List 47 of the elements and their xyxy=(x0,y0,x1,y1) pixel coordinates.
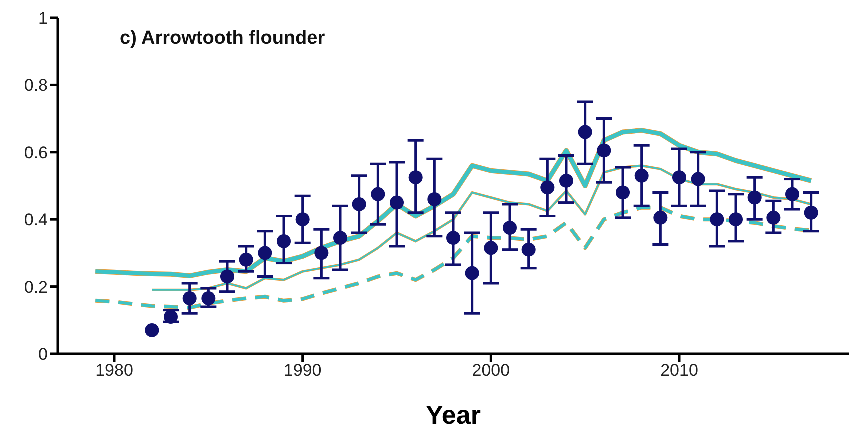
point xyxy=(578,125,592,140)
point xyxy=(503,221,517,235)
point xyxy=(334,231,348,246)
point xyxy=(804,206,818,220)
point xyxy=(202,292,216,306)
point xyxy=(710,212,724,227)
point xyxy=(446,231,460,246)
point xyxy=(428,192,442,206)
point xyxy=(484,241,498,256)
point xyxy=(522,242,536,257)
point xyxy=(314,246,329,260)
point xyxy=(654,210,668,225)
y-tick-label: 0.4 xyxy=(24,210,48,230)
point xyxy=(729,212,743,227)
y-tick-label: 0 xyxy=(38,345,48,364)
point xyxy=(766,210,781,225)
point xyxy=(616,186,630,200)
point xyxy=(258,246,272,260)
x-tick-label: 2010 xyxy=(660,361,698,380)
point xyxy=(786,187,800,202)
y-tick-label: 0.8 xyxy=(24,76,48,96)
point xyxy=(748,190,762,205)
point xyxy=(634,168,649,183)
y-tick-label: 1 xyxy=(38,9,48,28)
point xyxy=(182,292,197,306)
point xyxy=(597,144,612,158)
point xyxy=(672,170,686,185)
point xyxy=(560,174,574,188)
point xyxy=(408,170,423,185)
x-tick-label: 1990 xyxy=(284,361,322,380)
point xyxy=(691,172,706,186)
text: c) Arrowtooth flounder xyxy=(120,28,326,50)
point xyxy=(296,212,310,227)
point xyxy=(145,323,160,338)
x-tick-label: 1980 xyxy=(96,361,134,380)
x-tick-label: 2000 xyxy=(472,361,510,380)
point xyxy=(220,270,234,284)
point xyxy=(239,252,254,267)
point xyxy=(390,196,404,210)
x-axis-title: Year xyxy=(426,400,481,430)
point xyxy=(277,234,291,248)
point xyxy=(465,266,480,280)
point xyxy=(352,197,366,212)
y-tick-label: 0.6 xyxy=(24,143,48,162)
point xyxy=(371,187,386,202)
point xyxy=(540,180,555,195)
y-tick-label: 0.2 xyxy=(24,278,48,297)
